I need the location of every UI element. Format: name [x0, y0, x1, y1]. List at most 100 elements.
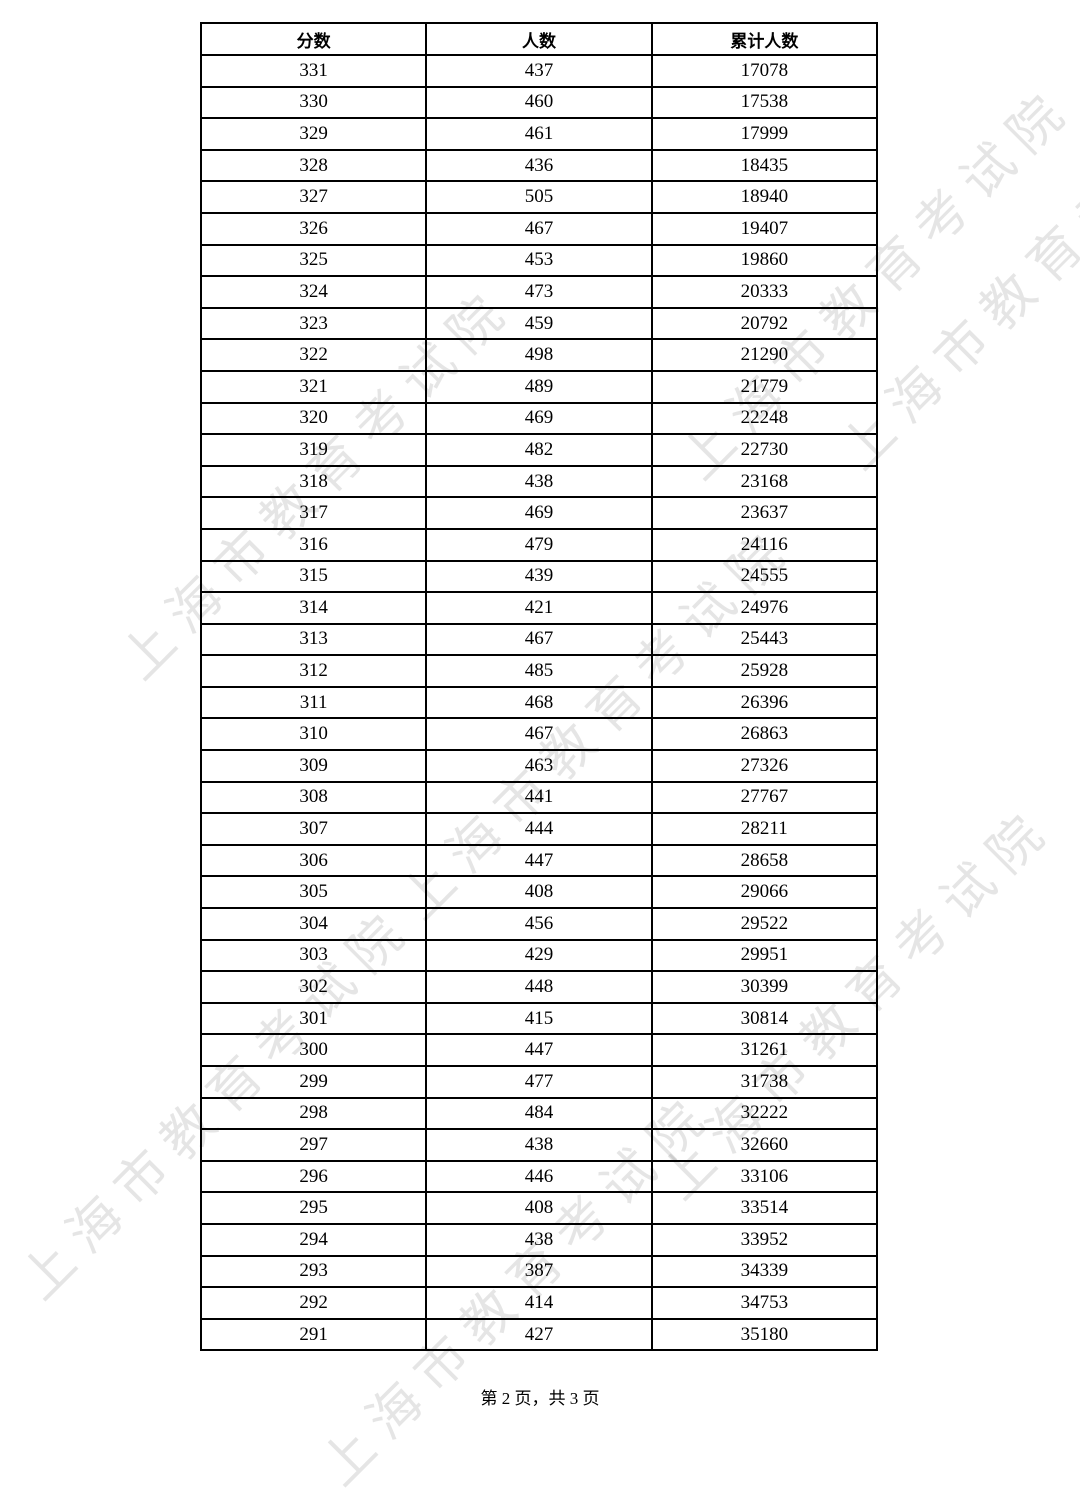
cell-count: 453: [425, 243, 653, 278]
cell-cumulative: 19407: [650, 211, 879, 246]
page-footer: 第 2 页，共 3 页: [480, 1389, 600, 1408]
cell-cumulative: 26396: [650, 685, 879, 720]
cell-cumulative: 29522: [650, 907, 879, 941]
cell-score: 304: [199, 907, 428, 941]
cell-cumulative: 32660: [650, 1128, 879, 1162]
table-row: 329 461 17999: [199, 117, 879, 151]
table-row: 294 438 33952: [199, 1222, 879, 1257]
table-row: 309 463 27326: [199, 749, 879, 783]
cell-count: 469: [425, 401, 653, 436]
cell-score: 297: [199, 1128, 428, 1162]
table-row: 299 477 31738: [199, 1065, 879, 1099]
cell-cumulative: 31738: [650, 1065, 879, 1099]
cell-cumulative: 24116: [650, 527, 879, 562]
cell-cumulative: 21779: [650, 369, 879, 404]
cell-score: 321: [199, 369, 428, 404]
cell-count: 460: [425, 85, 653, 120]
cell-cumulative: 30814: [650, 1001, 879, 1036]
header-count: 人数: [425, 22, 653, 56]
cell-score: 329: [199, 117, 428, 151]
cell-count: 438: [425, 464, 653, 499]
cell-score: 294: [199, 1222, 428, 1257]
cell-score: 310: [199, 717, 428, 752]
table-row: 331 437 17078: [199, 54, 879, 88]
cell-score: 314: [199, 591, 428, 625]
cell-score: 325: [199, 243, 428, 278]
cell-score: 313: [199, 622, 428, 657]
table-row: 318 438 23168: [199, 464, 879, 499]
cell-cumulative: 24555: [650, 559, 879, 594]
cell-cumulative: 32222: [650, 1096, 879, 1131]
cell-cumulative: 29066: [650, 875, 879, 910]
table-row: 325 453 19860: [199, 243, 879, 278]
cell-score: 302: [199, 970, 428, 1004]
cell-score: 311: [199, 685, 428, 720]
table-row: 297 438 32660: [199, 1128, 879, 1162]
cell-count: 469: [425, 496, 653, 530]
table-row: 308 441 27767: [199, 780, 879, 815]
cell-score: 299: [199, 1065, 428, 1099]
table-row: 302 448 30399: [199, 970, 879, 1004]
cell-score: 308: [199, 780, 428, 815]
cell-score: 305: [199, 875, 428, 910]
cell-cumulative: 21290: [650, 338, 879, 372]
cell-cumulative: 25443: [650, 622, 879, 657]
cell-count: 473: [425, 275, 653, 309]
table-row: 291 427 35180: [199, 1317, 879, 1352]
cell-cumulative: 18940: [650, 180, 879, 214]
cell-cumulative: 19860: [650, 243, 879, 278]
cell-count: 467: [425, 622, 653, 657]
cell-score: 298: [199, 1096, 428, 1131]
table-row: 322 498 21290: [199, 338, 879, 372]
cell-score: 293: [199, 1254, 428, 1289]
cell-score: 312: [199, 654, 428, 688]
table-row: 317 469 23637: [199, 496, 879, 530]
cell-cumulative: 22730: [650, 433, 879, 467]
cell-count: 446: [425, 1159, 653, 1194]
table-row: 303 429 29951: [199, 938, 879, 973]
cell-cumulative: 31261: [650, 1033, 879, 1067]
cell-count: 387: [425, 1254, 653, 1289]
cell-count: 447: [425, 1033, 653, 1067]
cell-score: 317: [199, 496, 428, 530]
cell-score: 328: [199, 148, 428, 183]
cell-cumulative: 17538: [650, 85, 879, 120]
cell-cumulative: 34753: [650, 1286, 879, 1320]
cell-score: 295: [199, 1191, 428, 1225]
table-row: 296 446 33106: [199, 1159, 879, 1194]
cell-count: 477: [425, 1065, 653, 1099]
cell-count: 461: [425, 117, 653, 151]
table-row: 313 467 25443: [199, 622, 879, 657]
cell-count: 479: [425, 527, 653, 562]
cell-score: 307: [199, 812, 428, 846]
table-row: 301 415 30814: [199, 1001, 879, 1036]
cell-count: 441: [425, 780, 653, 815]
cell-count: 485: [425, 654, 653, 688]
table-row: 319 482 22730: [199, 433, 879, 467]
cell-cumulative: 17078: [650, 54, 879, 88]
table-row: 293 387 34339: [199, 1254, 879, 1289]
cell-score: 291: [199, 1317, 428, 1352]
cell-cumulative: 20792: [650, 306, 879, 341]
cell-count: 438: [425, 1222, 653, 1257]
table-row: 328 436 18435: [199, 148, 879, 183]
cell-score: 316: [199, 527, 428, 562]
cell-cumulative: 28658: [650, 843, 879, 878]
cell-score: 320: [199, 401, 428, 436]
cell-count: 437: [425, 54, 653, 88]
cell-cumulative: 22248: [650, 401, 879, 436]
cell-count: 415: [425, 1001, 653, 1036]
table-row: 311 468 26396: [199, 685, 879, 720]
table-row: 316 479 24116: [199, 527, 879, 562]
table-row: 323 459 20792: [199, 306, 879, 341]
cell-cumulative: 24976: [650, 591, 879, 625]
table-row: 320 469 22248: [199, 401, 879, 436]
cell-cumulative: 33514: [650, 1191, 879, 1225]
cell-cumulative: 23637: [650, 496, 879, 530]
table-row: 310 467 26863: [199, 717, 879, 752]
cell-count: 414: [425, 1286, 653, 1320]
table-row: 295 408 33514: [199, 1191, 879, 1225]
cell-count: 468: [425, 685, 653, 720]
cell-count: 467: [425, 717, 653, 752]
table-row: 307 444 28211: [199, 812, 879, 846]
